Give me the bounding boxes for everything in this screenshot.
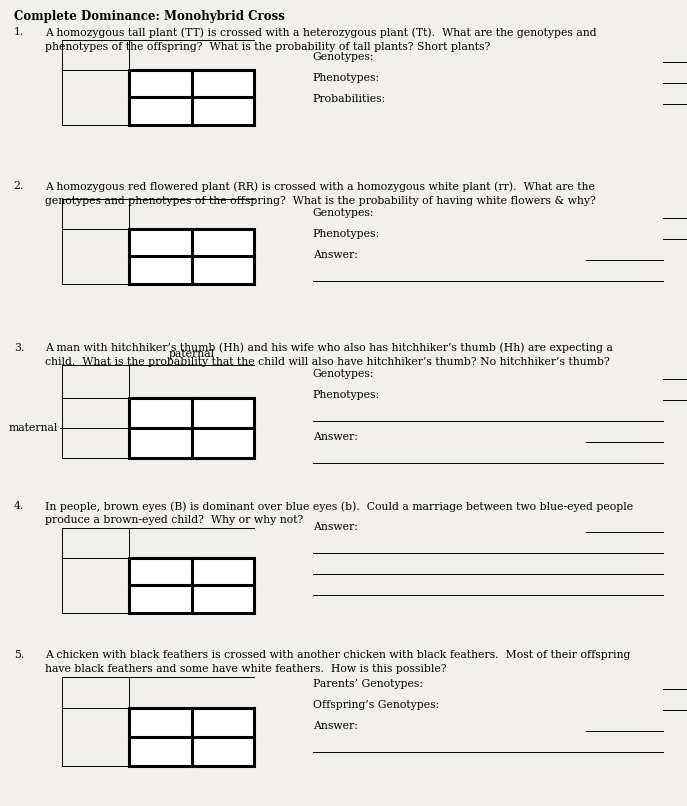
Text: Complete Dominance: Monohybrid Cross: Complete Dominance: Monohybrid Cross xyxy=(14,10,284,23)
Text: 4.: 4. xyxy=(14,501,24,511)
Text: A homozygous red flowered plant (RR) is crossed with a homozygous white plant (r: A homozygous red flowered plant (RR) is … xyxy=(45,181,596,206)
Text: In people, brown eyes (B) is dominant over blue eyes (b).  Could a marriage betw: In people, brown eyes (B) is dominant ov… xyxy=(45,501,633,526)
Text: A man with hitchhiker’s thumb (Hh) and his wife who also has hitchhiker’s thumb : A man with hitchhiker’s thumb (Hh) and h… xyxy=(45,343,613,367)
Text: Answer:: Answer: xyxy=(313,522,357,532)
Text: Phenotypes:: Phenotypes: xyxy=(313,73,380,83)
Text: Answer:: Answer: xyxy=(313,432,357,442)
Bar xyxy=(129,229,254,284)
Text: Genotypes:: Genotypes: xyxy=(313,52,374,62)
Text: Phenotypes:: Phenotypes: xyxy=(313,390,380,400)
Text: Phenotypes:: Phenotypes: xyxy=(313,230,380,239)
Text: Genotypes:: Genotypes: xyxy=(313,369,374,379)
Text: A homozygous tall plant (TT) is crossed with a heterozygous plant (Tt).  What ar: A homozygous tall plant (TT) is crossed … xyxy=(45,27,596,52)
Text: Probabilities:: Probabilities: xyxy=(313,94,386,104)
Text: 2.: 2. xyxy=(14,181,24,191)
Text: Offspring’s Genotypes:: Offspring’s Genotypes: xyxy=(313,700,439,710)
Text: maternal: maternal xyxy=(9,422,58,433)
Bar xyxy=(129,70,254,125)
Text: 5.: 5. xyxy=(14,650,24,660)
Bar xyxy=(129,558,254,613)
Bar xyxy=(129,708,254,766)
Bar xyxy=(129,397,254,458)
Text: paternal: paternal xyxy=(168,349,215,359)
Text: Genotypes:: Genotypes: xyxy=(313,209,374,218)
Text: Answer:: Answer: xyxy=(313,721,357,731)
Text: A chicken with black feathers is crossed with another chicken with black feather: A chicken with black feathers is crossed… xyxy=(45,650,630,674)
Text: 1.: 1. xyxy=(14,27,24,37)
Text: Parents’ Genotypes:: Parents’ Genotypes: xyxy=(313,679,423,689)
Text: 3.: 3. xyxy=(14,343,24,352)
Text: Answer:: Answer: xyxy=(313,251,357,260)
